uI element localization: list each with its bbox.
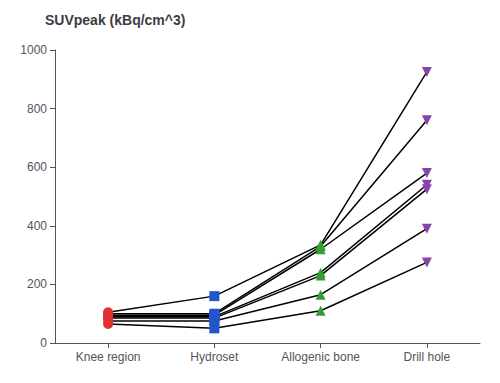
svg-text:800: 800 [27,102,47,116]
svg-text:0: 0 [40,336,47,350]
svg-text:1000: 1000 [20,43,47,57]
svg-text:Knee region: Knee region [76,350,141,364]
svg-text:Drill hole: Drill hole [404,350,451,364]
svg-text:400: 400 [27,219,47,233]
svg-text:Allogenic bone: Allogenic bone [281,350,360,364]
svg-text:200: 200 [27,277,47,291]
svg-text:Hydroset: Hydroset [190,350,239,364]
svg-text:600: 600 [27,160,47,174]
svg-text:SUVpeak (kBq/cm^3): SUVpeak (kBq/cm^3) [45,12,185,28]
